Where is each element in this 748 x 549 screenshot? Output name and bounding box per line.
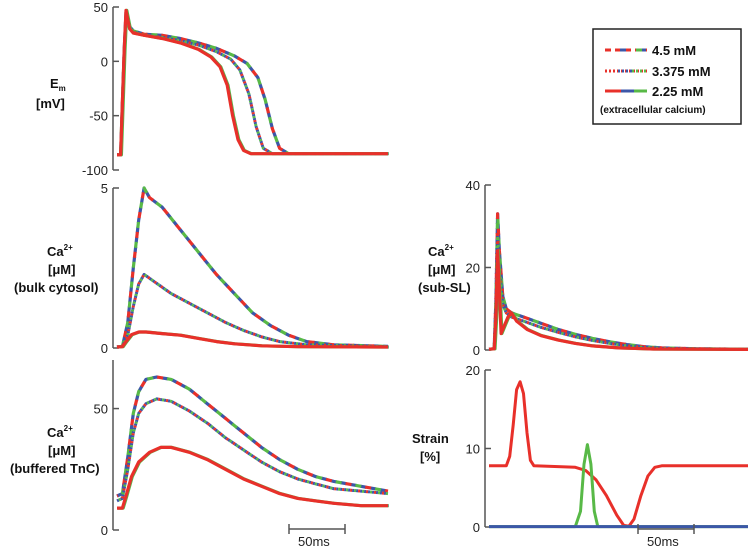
scale-bar-right-label: 50ms bbox=[647, 534, 679, 549]
ca-subsl-series-dotted-line-1 bbox=[488, 233, 748, 351]
ca-tnc-series-dashed-line-1 bbox=[116, 375, 389, 498]
ca-bulk-series-dotted-line-0 bbox=[116, 272, 389, 349]
ca-subsl-series-dotted-line-2 bbox=[488, 233, 748, 351]
chart-calcium-bulk-cytosol: 50 bbox=[101, 181, 389, 356]
svg-text:[μM]: [μM] bbox=[428, 262, 455, 277]
scale-bar-left: 50ms bbox=[288, 524, 346, 549]
em-ytick-label-1: 0 bbox=[101, 54, 108, 69]
em-series-solid-line-0 bbox=[117, 8, 389, 157]
ca-bulk-series-dashed-line-1 bbox=[116, 186, 389, 349]
legend-entry-dashed: 4.5 mM bbox=[605, 43, 696, 58]
svg-text:[μM]: [μM] bbox=[48, 443, 75, 458]
svg-text:[μM]: [μM] bbox=[48, 262, 75, 277]
ca-tnc-series-dotted-line-1 bbox=[116, 397, 389, 503]
ca-bulk-series-solid-line-2 bbox=[116, 330, 389, 349]
ca-subsl-series-solid-line-2 bbox=[488, 249, 748, 351]
ca-subsl-series-solid-line-1 bbox=[489, 249, 748, 351]
ca-bulk-ytick-label-1: 0 bbox=[101, 341, 108, 356]
em-series-solid-line-2 bbox=[117, 8, 388, 157]
ca-tnc-ytick-label-0: 50 bbox=[94, 402, 108, 417]
em-series-dotted-line-2 bbox=[117, 12, 388, 157]
scale-bar-left-label: 50ms bbox=[298, 534, 330, 549]
em-ytick-label-0: 50 bbox=[94, 0, 108, 15]
svg-text:(buffered TnC): (buffered TnC) bbox=[10, 461, 100, 476]
strain-series-solid-green-line-0 bbox=[489, 443, 748, 529]
ylabel-ca-subsl: Ca2+ [μM] (sub-SL) bbox=[418, 243, 471, 295]
strain-ytick-label-1: 10 bbox=[466, 442, 480, 457]
svg-text:(bulk cytosol): (bulk cytosol) bbox=[14, 280, 99, 295]
svg-text:(sub-SL): (sub-SL) bbox=[418, 280, 471, 295]
ca-subsl-series-dotted-line-0 bbox=[488, 233, 748, 351]
ca-tnc-ytick-label-1: 0 bbox=[101, 523, 108, 538]
svg-text:Em: Em bbox=[50, 76, 66, 93]
chart-membrane-potential: 50 0 -50 -100 bbox=[82, 0, 389, 178]
ca-bulk-ytick-label-0: 5 bbox=[101, 181, 108, 196]
svg-text:Ca2+: Ca2+ bbox=[428, 243, 454, 259]
em-ytick-label-3: -100 bbox=[82, 163, 108, 178]
legend-note: (extracellular calcium) bbox=[600, 105, 706, 116]
legend: 4.5 mM 3.375 mM 2.25 mM (extracellular c… bbox=[592, 28, 742, 125]
legend-entry-dotted: 3.375 mM bbox=[605, 64, 711, 79]
ca-subsl-ytick-label-2: 0 bbox=[473, 343, 480, 358]
em-series-dashed-line-0 bbox=[117, 10, 388, 157]
ca-tnc-series-dotted-line-0 bbox=[116, 397, 389, 503]
strain-series-solid-red-line-0 bbox=[489, 380, 748, 528]
legend-label-solid: 2.25 mM bbox=[652, 84, 703, 99]
legend-label-dotted: 3.375 mM bbox=[652, 64, 711, 79]
legend-entry-solid: 2.25 mM bbox=[605, 84, 703, 99]
ylabel-ca-tnc: Ca2+ [μM] (buffered TnC) bbox=[10, 424, 100, 476]
em-series-dotted-line-0 bbox=[117, 12, 388, 157]
legend-label-dashed: 4.5 mM bbox=[652, 43, 696, 58]
chart-calcium-sub-sl: 40 20 0 bbox=[466, 178, 748, 358]
strain-ytick-label-2: 0 bbox=[473, 520, 480, 535]
ca-subsl-series-solid-line-0 bbox=[489, 249, 748, 351]
ca-bulk-series-dashed-line-2 bbox=[116, 186, 389, 349]
ylabel-strain: Strain [%] bbox=[412, 431, 449, 464]
em-series-dashed-line-2 bbox=[117, 10, 388, 157]
em-series-solid-line-1 bbox=[117, 9, 389, 156]
strain-ytick-label-0: 20 bbox=[466, 363, 480, 378]
em-ytick-label-2: -50 bbox=[89, 109, 108, 124]
ca-tnc-series-dashed-line-0 bbox=[116, 375, 389, 498]
chart-strain: 20 10 0 bbox=[466, 363, 748, 535]
ca-bulk-series-dashed-line-0 bbox=[116, 186, 389, 349]
ca-subsl-ytick-label-1: 20 bbox=[466, 261, 480, 276]
ca-tnc-series-dashed-line-2 bbox=[116, 375, 389, 498]
chart-calcium-buffered-tnc: 50 0 bbox=[94, 360, 389, 538]
svg-text:[%]: [%] bbox=[420, 449, 440, 464]
ca-subsl-ytick-label-0: 40 bbox=[466, 178, 480, 193]
svg-text:[mV]: [mV] bbox=[36, 96, 65, 111]
svg-text:Strain: Strain bbox=[412, 431, 449, 446]
ylabel-ca-bulk: Ca2+ [μM] (bulk cytosol) bbox=[14, 243, 99, 295]
ca-tnc-series-solid-line-2 bbox=[117, 445, 388, 510]
scale-bar-right: 50ms bbox=[637, 524, 695, 549]
svg-text:Ca2+: Ca2+ bbox=[47, 243, 73, 259]
ylabel-em: Em [mV] bbox=[36, 76, 66, 111]
svg-text:Ca2+: Ca2+ bbox=[47, 424, 73, 440]
